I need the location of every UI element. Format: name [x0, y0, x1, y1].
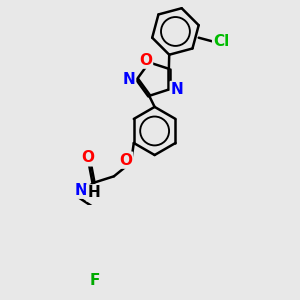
Text: N: N [171, 82, 184, 97]
Text: N: N [122, 72, 135, 87]
Text: O: O [119, 153, 132, 168]
Text: F: F [89, 273, 100, 288]
Text: O: O [81, 150, 94, 165]
Text: O: O [139, 52, 152, 68]
Text: H: H [87, 185, 100, 200]
Text: N: N [74, 183, 87, 198]
Text: Cl: Cl [213, 34, 230, 50]
